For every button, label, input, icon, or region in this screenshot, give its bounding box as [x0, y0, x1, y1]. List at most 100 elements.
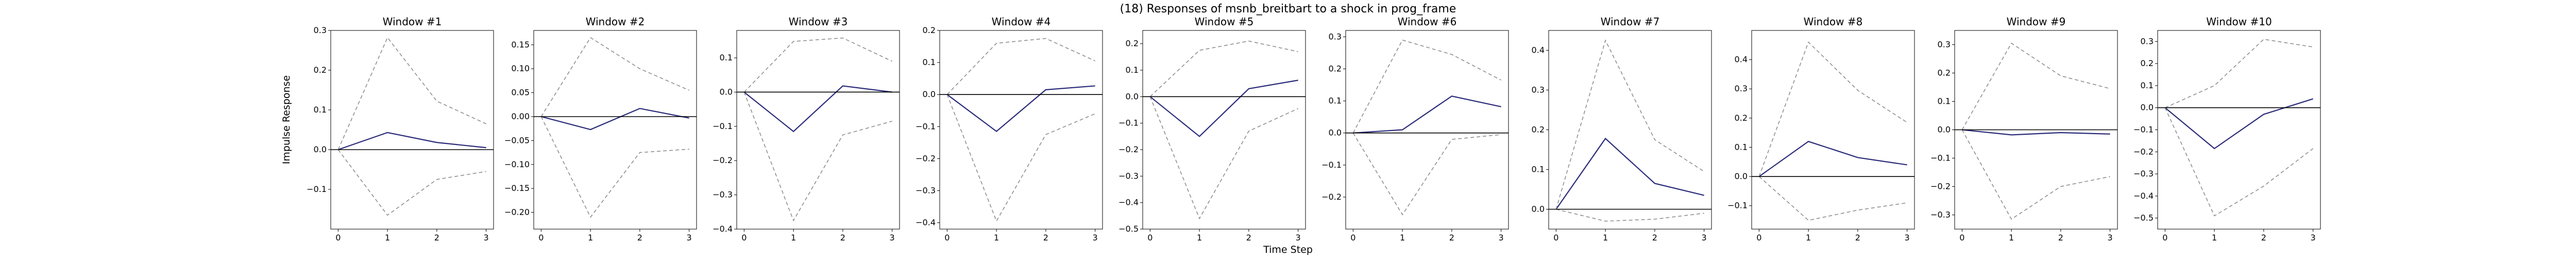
x-tick-label: 2	[1043, 233, 1048, 243]
panel-7: Window #7 0 1 2 3 0.0 0.1 0.2 0.3 0.4	[1532, 15, 1712, 243]
y-tick-label: 0.1	[923, 57, 936, 67]
x-tick-label: 3	[1296, 233, 1301, 243]
y-tick-label: 0.1	[1735, 142, 1748, 152]
panel-title: Window #8	[1804, 15, 1863, 28]
y-tick-label: −0.2	[916, 153, 936, 163]
x-tick-label: 3	[1702, 233, 1707, 243]
figure-title: (18) Responses of msnb_breitbart to a sh…	[1120, 3, 1456, 15]
y-tick-label: −0.1	[713, 121, 733, 131]
x-tick-label: 1	[588, 233, 593, 243]
x-tick-label: 1	[1806, 233, 1811, 243]
y-tick-label: 0.00	[511, 111, 530, 121]
y-tick-label: 0.2	[314, 65, 327, 75]
y-tick-label: −0.05	[504, 135, 530, 145]
y-tick-label: 0.10	[511, 63, 530, 73]
ci-upper-line	[1961, 42, 2110, 130]
irf-line	[541, 108, 689, 131]
x-tick-label: 2	[2058, 233, 2063, 243]
panel-title: Window #10	[2206, 15, 2272, 28]
y-tick-label: −0.1	[307, 184, 327, 194]
y-tick-label: −0.3	[916, 185, 936, 195]
irf-line	[946, 85, 1095, 133]
y-tick-label: 0.4	[1532, 45, 1545, 55]
panel-8: Window #8 0 1 2 3 −0.1 0.0 0.1 0.2 0.3 0.4	[1727, 15, 1915, 243]
x-tick-label: 3	[687, 233, 692, 243]
y-tick-label: 0.2	[923, 25, 936, 35]
x-tick-label: 0	[1147, 233, 1153, 243]
y-tick-label: 0.3	[314, 25, 327, 35]
x-tick-label: 0	[1756, 233, 1761, 243]
y-tick-label: 0.0	[1532, 204, 1545, 214]
x-tick-label: 0	[1350, 233, 1355, 243]
y-tick-label: 0.0	[1329, 128, 1342, 138]
x-tick-label: 1	[1400, 233, 1405, 243]
x-tick-label: 0	[335, 233, 341, 243]
panel-title: Window #3	[789, 15, 848, 28]
ci-lower-line	[1149, 96, 1298, 220]
y-tick-label: 0.2	[1735, 113, 1748, 123]
plot-frame	[939, 30, 1103, 230]
panel-1: Window #1 0 1 2 3 −0.1 0.0 0.1 0.2 0.3	[307, 15, 494, 243]
x-tick-label: 1	[2009, 233, 2014, 243]
irf-line	[338, 132, 486, 151]
plot-frame	[1142, 30, 1306, 230]
y-tick-label: −0.2	[1930, 182, 1951, 191]
irf-line	[1962, 129, 2110, 136]
panel-title: Window #1	[383, 15, 442, 28]
ci-lower-line	[540, 116, 689, 218]
plot-frame	[330, 30, 494, 230]
y-tick-label: 0.1	[1126, 65, 1139, 75]
x-tick-label: 2	[1855, 233, 1860, 243]
plot-frame	[1345, 30, 1509, 230]
y-tick-label: 0.1	[2141, 80, 2154, 90]
y-tick-label: −0.4	[2133, 191, 2154, 201]
x-tick-label: 2	[1652, 233, 1657, 243]
y-tick-label: −0.3	[713, 190, 733, 200]
y-tick-label: 0.2	[1532, 125, 1545, 135]
x-tick-label: 3	[2108, 233, 2113, 243]
x-tick-label: 0	[2162, 233, 2167, 243]
x-tick-label: 2	[1246, 233, 1251, 243]
panel-title: Window #6	[1398, 15, 1457, 28]
y-tick-label: −0.3	[1118, 171, 1139, 181]
x-tick-label: 1	[1603, 233, 1608, 243]
x-tick-label: 0	[1959, 233, 1964, 243]
y-tick-label: −0.3	[1930, 210, 1951, 220]
y-tick-label: −0.1	[1727, 201, 1748, 211]
y-tick-label: 0.2	[1329, 64, 1342, 74]
y-tick-label: −0.4	[713, 224, 733, 234]
ci-lower-line	[2164, 107, 2314, 217]
irf-line	[1758, 140, 1907, 177]
y-tick-label: −0.15	[504, 183, 530, 193]
panel-title: Window #2	[586, 15, 645, 28]
y-tick-label: 0.2	[1126, 39, 1139, 49]
x-tick-label: 2	[2261, 233, 2266, 243]
plot-frame	[736, 30, 900, 230]
x-tick-label: 1	[791, 233, 796, 243]
y-tick-label: 0.0	[314, 144, 327, 154]
ci-lower-line	[1758, 176, 1907, 221]
plot-frame	[2157, 30, 2321, 230]
y-tick-label: 0.3	[1735, 84, 1748, 93]
ci-upper-line	[743, 37, 892, 93]
y-tick-label: 0.2	[2141, 58, 2154, 68]
irf-line	[743, 85, 892, 133]
y-tick-label: −0.4	[916, 218, 936, 228]
x-tick-label: 1	[1197, 233, 1202, 243]
y-tick-label: −0.20	[504, 207, 530, 217]
ci-upper-line	[1352, 39, 1501, 134]
x-tick-label: 0	[741, 233, 747, 243]
ci-lower-line	[337, 149, 486, 216]
irf-line	[1555, 137, 1704, 210]
y-tick-label: 0.4	[1735, 55, 1748, 64]
x-tick-label: 2	[434, 233, 439, 243]
irf-line	[1353, 95, 1501, 134]
x-tick-label: 3	[1499, 233, 1504, 243]
x-tick-label: 3	[2311, 233, 2316, 243]
x-tick-label: 2	[637, 233, 642, 243]
y-tick-label: 0.1	[1938, 96, 1951, 106]
ci-upper-line	[1149, 40, 1298, 97]
panel-2: Window #2 0 1 2 3 −0.20 −0.15 −0.10 −0.05 0.00 0.0…	[504, 15, 697, 243]
